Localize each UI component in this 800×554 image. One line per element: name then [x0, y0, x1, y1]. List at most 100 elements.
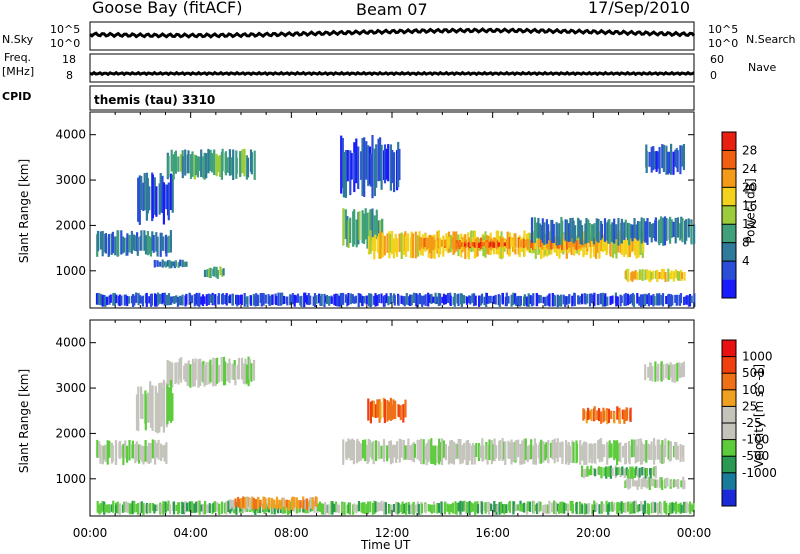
power-echo-cell [390, 231, 394, 255]
velocity-echo-cell [183, 365, 186, 380]
power-echo-cell [636, 271, 639, 281]
velocity-echo-cell [430, 438, 433, 464]
velocity-echo-cell [247, 356, 250, 387]
velocity-echo-cell [474, 501, 477, 515]
velocity-echo-cell [475, 443, 478, 457]
power-echo-cell [498, 295, 501, 307]
velocity-echo-band [582, 406, 632, 425]
velocity-echo-cell [659, 444, 662, 464]
power-echo-cell [556, 294, 559, 308]
power-echo-cell [387, 144, 390, 182]
velocity-echo-cell [141, 393, 144, 420]
velocity-echo-cell [174, 362, 178, 383]
velocity-echo-cell [547, 440, 550, 464]
velocity-echo-cell [654, 361, 657, 382]
velocity-echo-cell [464, 501, 468, 514]
nsky-tick-bottom: 10^0 [50, 37, 81, 50]
velocity-echo-cell [600, 501, 604, 514]
power-echo-cell [512, 237, 515, 252]
power-echo-cell [688, 294, 692, 307]
power-echo-cell [661, 144, 664, 169]
x-tick-label: 00:00 [677, 526, 712, 540]
power-echo-cell [553, 296, 557, 307]
velocity-echo-cell [653, 466, 656, 477]
power-echo-cell [631, 232, 634, 252]
power-echo-cell [623, 232, 626, 257]
power-echo-cell [417, 235, 420, 257]
power-echo-cell [104, 233, 107, 254]
power-echo-cell [547, 224, 550, 241]
velocity-echo-cell [208, 503, 211, 513]
velocity-echo-cell [200, 504, 203, 512]
x-tick-label: 04:00 [173, 526, 208, 540]
velocity-echo-cell [665, 363, 668, 378]
velocity-echo-cell [188, 501, 192, 511]
velocity-echo-cell [613, 502, 616, 511]
power-echo-cell [624, 219, 627, 238]
velocity-echo-cell [507, 440, 510, 459]
velocity-echo-cell [568, 445, 571, 463]
velocity-colorbar-tick-label: -100 [742, 433, 769, 447]
power-echo-cell [613, 218, 616, 244]
velocity-echo-cell [367, 501, 370, 514]
power-echo-cell [537, 217, 540, 239]
velocity-echo-cell [295, 504, 298, 514]
power-echo-cell [109, 294, 112, 303]
velocity-echo-cell [282, 497, 285, 507]
power-echo-cell [608, 219, 611, 244]
power-colorbar-cell [722, 261, 736, 280]
power-echo-cell [632, 294, 636, 307]
velocity-echo-cell [551, 439, 554, 460]
velocity-echo-cell [142, 503, 145, 516]
power-echo-cell [378, 233, 381, 259]
power-echo-cell [323, 293, 326, 307]
power-echo-cell [529, 295, 532, 304]
velocity-echo-cell [540, 439, 543, 464]
velocity-echo-cell [242, 504, 245, 512]
velocity-echo-cell [232, 499, 235, 510]
power-echo-cell [671, 295, 674, 306]
velocity-echo-cell [231, 363, 234, 380]
velocity-echo-cell [481, 438, 484, 462]
velocity-colorbar-cell [722, 389, 736, 407]
velocity-echo-cell [133, 500, 136, 513]
velocity-echo-cell [647, 476, 650, 487]
velocity-colorbar-cell [722, 340, 736, 357]
velocity-echo-cell [229, 499, 232, 510]
velocity-echo-cell [372, 441, 375, 465]
power-echo-cell [202, 156, 205, 179]
power-echo-cell [650, 295, 653, 305]
power-echo-cell [155, 294, 158, 307]
velocity-echo-cell [669, 362, 672, 378]
velocity-echo-cell [149, 443, 152, 463]
velocity-echo-cell [673, 364, 676, 383]
power-echo-cell [104, 296, 107, 307]
velocity-echo-cell [305, 498, 308, 510]
velocity-echo-cell [178, 502, 181, 513]
velocity-colorbar-tick-label: 25 [742, 399, 757, 413]
velocity-echo-cell [676, 445, 679, 460]
power-echo-cell [598, 231, 601, 259]
velocity-echo-cell [607, 466, 610, 477]
power-echo-cell [367, 145, 370, 187]
velocity-echo-cell [590, 409, 593, 421]
velocity-echo-cell [220, 357, 223, 382]
velocity-echo-cell [190, 501, 194, 514]
power-echo-cell [646, 218, 649, 245]
power-echo-cell [510, 239, 513, 247]
velocity-echo-cell [169, 362, 173, 384]
power-echo-cell [452, 296, 455, 305]
power-echo-cell [662, 144, 665, 172]
power-echo-cell [245, 296, 248, 305]
velocity-echo-cell [393, 444, 396, 458]
power-echo-cell [596, 237, 599, 253]
velocity-echo-cell [420, 438, 423, 465]
power-echo-cell [551, 219, 554, 243]
power-echo-cell [653, 151, 657, 169]
velocity-echo-cell [490, 440, 493, 465]
velocity-echo-cell [585, 504, 588, 514]
power-echo-cell [654, 217, 657, 242]
power-echo-cell [611, 295, 614, 304]
velocity-echo-cell [631, 466, 634, 479]
power-echo-cell [200, 149, 203, 177]
